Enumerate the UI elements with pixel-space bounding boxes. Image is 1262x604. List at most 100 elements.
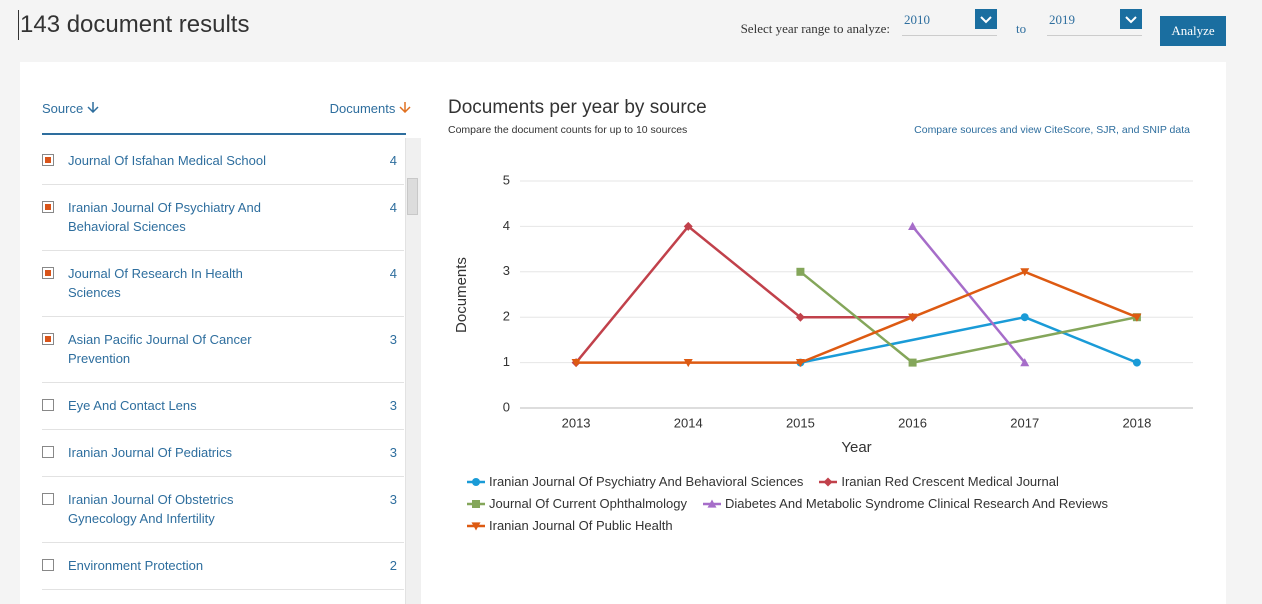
checkbox[interactable] [42,493,54,505]
legend-item[interactable]: Iranian Journal Of Public Health [467,516,673,535]
legend-swatch [702,499,721,508]
legend-label: Journal Of Current Ophthalmology [489,496,687,511]
series-line [575,224,913,364]
checkbox[interactable] [42,267,54,279]
y-tick-label: 0 [503,399,510,414]
legend-label: Iranian Journal Of Psychiatry And Behavi… [489,474,804,489]
checkbox[interactable] [42,154,54,166]
legend-label: Diabetes And Metabolic Syndrome Clinical… [724,496,1108,511]
marker [795,312,805,322]
scrollbar[interactable] [405,138,421,604]
dropdown-icon [975,9,997,29]
scrollbar-thumb[interactable] [407,178,418,215]
y-tick-label: 4 [503,218,510,233]
y-tick-label: 3 [503,263,510,278]
source-row[interactable]: Iranian Journal Of Psychiatry And Behavi… [42,185,404,251]
marker [823,477,833,486]
source-name[interactable]: Eye And Contact Lens [68,398,197,413]
legend-item[interactable]: Iranian Red Crescent Medical Journal [819,472,1059,491]
source-name[interactable]: Journal Of Research In Health Sciences [68,266,243,300]
from-year-dropdown[interactable]: 2010 [902,9,997,36]
y-tick-label: 2 [503,309,510,324]
chart-title: Documents per year by source [448,97,707,118]
legend-label: Iranian Red Crescent Medical Journal [841,474,1059,489]
marker [908,221,918,230]
y-axis-label: Documents [453,257,470,333]
x-axis-label: Year [841,439,871,456]
marker [1020,358,1030,367]
source-row[interactable]: Journal Of Isfahan Medical School 4 [42,138,404,185]
marker [683,221,693,231]
panel [20,62,1226,604]
documents-header: Documents [329,101,396,116]
documents-sort[interactable]: Documents [300,101,411,116]
marker [795,359,805,368]
marker [707,499,717,508]
marker [683,359,693,368]
source-row[interactable]: Environment Protection 2 [42,543,404,590]
source-header: Source [42,101,84,116]
check-mark [45,336,51,342]
marker [1020,268,1030,277]
checkbox[interactable] [42,399,54,411]
chart-subtitle: Compare the document counts for up to 10… [448,124,687,136]
marker [796,267,805,276]
source-row[interactable]: Eye And Contact Lens 3 [42,383,404,430]
source-sort[interactable]: Source [42,101,99,116]
y-tick-label: 1 [503,354,510,369]
to-year-dropdown[interactable]: 2019 [1047,9,1142,36]
checkbox[interactable] [42,446,54,458]
source-row[interactable]: Journal Of Research In Health Sciences 4 [42,251,404,317]
marker [908,313,918,322]
marker [472,499,480,508]
check-mark [45,157,51,163]
legend-item[interactable]: Journal Of Current Ophthalmology [467,494,687,513]
check-mark [45,204,51,210]
analyze-button[interactable]: Analyze [1160,16,1226,46]
marker [908,358,917,367]
source-name[interactable]: Journal Of Isfahan Medical School [68,153,266,168]
compare-link[interactable]: Compare sources and view CiteScore, SJR,… [914,124,1190,136]
marker [472,477,480,486]
x-tick-label: 2017 [1010,415,1039,430]
year-range-label: Select year range to analyze: [740,21,890,36]
source-row[interactable]: Iranian Journal Of Pediatrics 3 [42,430,404,477]
source-name[interactable]: Iranian Journal Of Psychiatry And Behavi… [68,200,261,234]
legend-swatch [467,477,485,486]
source-count: 3 [389,445,397,460]
legend: Iranian Journal Of Psychiatry And Behavi… [467,472,1187,535]
dropdown-icon [1120,9,1142,29]
marker [1132,358,1141,367]
source-name[interactable]: Iranian Journal Of Pediatrics [68,445,233,460]
to-year: 2019 [1049,12,1075,27]
source-name[interactable]: Asian Pacific Journal Of Cancer Preventi… [68,332,252,366]
series-line [576,270,1138,364]
legend-swatch [819,477,838,486]
source-count: 4 [389,153,397,168]
header-underline [42,133,406,135]
source-count: 2 [389,558,397,573]
results-title: 143 document results [18,10,250,40]
legend-label: Iranian Journal Of Public Health [489,518,673,533]
source-row[interactable]: Asian Pacific Journal Of Cancer Preventi… [42,317,404,383]
x-tick-label: 2018 [1122,415,1151,430]
legend-item[interactable]: Diabetes And Metabolic Syndrome Clinical… [702,494,1108,513]
source-name[interactable]: Environment Protection [68,558,204,573]
to-label: to [1016,21,1027,36]
source-name[interactable]: Iranian Journal Of Obstetrics Gynecology… [68,492,234,526]
source-count: 3 [389,332,397,347]
from-year: 2010 [904,12,930,27]
source-count: 3 [389,398,397,413]
source-count: 4 [389,200,397,215]
checkbox[interactable] [42,559,54,571]
marker [1132,313,1142,322]
checkbox[interactable] [42,201,54,213]
checkbox[interactable] [42,333,54,345]
y-tick-label: 5 [503,172,510,187]
source-count: 4 [389,266,397,281]
legend-swatch [467,521,485,530]
sort-arrow [87,102,99,114]
source-row[interactable]: Iranian Journal Of Obstetrics Gynecology… [42,477,404,543]
legend-swatch [467,499,485,508]
legend-item[interactable]: Iranian Journal Of Psychiatry And Behavi… [467,472,803,491]
